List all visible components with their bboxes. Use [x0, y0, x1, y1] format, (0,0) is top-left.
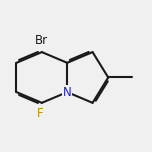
- Text: Br: Br: [35, 35, 48, 47]
- Text: F: F: [37, 107, 44, 120]
- Text: N: N: [63, 86, 72, 99]
